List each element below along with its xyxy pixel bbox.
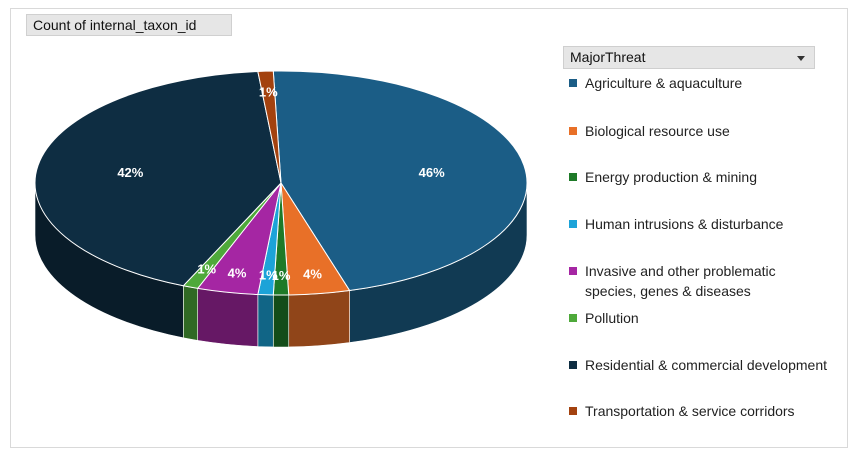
pie-slice-7[interactable] xyxy=(257,70,282,184)
pie-slice-6[interactable] xyxy=(34,70,282,287)
data-label-3: 1% xyxy=(259,268,278,283)
legend-label: Residential & commercial development xyxy=(585,357,827,373)
pie-data-labels: 46%4%1%1%4%1%42%1% xyxy=(117,84,445,282)
value-field-button[interactable]: Count of internal_taxon_id xyxy=(26,14,232,36)
pie-slices xyxy=(34,70,528,296)
data-label-5: 1% xyxy=(197,261,216,276)
legend-swatch xyxy=(569,314,577,322)
legend-label: Agriculture & aquaculture xyxy=(585,75,743,91)
pie-side-1 xyxy=(288,290,350,348)
legend-swatch xyxy=(569,220,577,228)
legend-label: Transportation & service corridors xyxy=(585,403,795,419)
legend-swatch xyxy=(569,173,577,181)
legend-swatch xyxy=(569,407,577,415)
legend-swatch xyxy=(569,79,577,87)
legend-label: Invasive and other problematic species, … xyxy=(585,263,776,299)
legend-label: Energy production & mining xyxy=(585,169,757,185)
legend-swatch xyxy=(569,267,577,275)
pie-side-4 xyxy=(197,288,259,347)
legend-filter-button[interactable]: MajorThreat xyxy=(563,46,815,69)
legend-swatch xyxy=(569,127,577,135)
data-label-0: 46% xyxy=(419,165,445,180)
legend-title: MajorThreat xyxy=(570,49,646,65)
data-label-7: 1% xyxy=(259,84,278,99)
data-label-4: 4% xyxy=(228,266,247,281)
legend-label: Human intrusions & disturbance xyxy=(585,216,784,232)
legend-label: Pollution xyxy=(585,310,639,326)
pie-side-5 xyxy=(183,285,198,341)
data-label-2: 1% xyxy=(272,268,291,283)
pie-slice-0[interactable] xyxy=(272,70,528,292)
value-field-label: Count of internal_taxon_id xyxy=(33,17,197,33)
legend-label: Biological resource use xyxy=(585,123,730,139)
legend-swatch xyxy=(569,361,577,369)
pie-side-2 xyxy=(272,294,290,348)
data-label-6: 42% xyxy=(117,165,143,180)
pie-side-3 xyxy=(257,294,274,348)
chevron-down-icon xyxy=(797,56,805,61)
data-label-1: 4% xyxy=(303,267,322,282)
